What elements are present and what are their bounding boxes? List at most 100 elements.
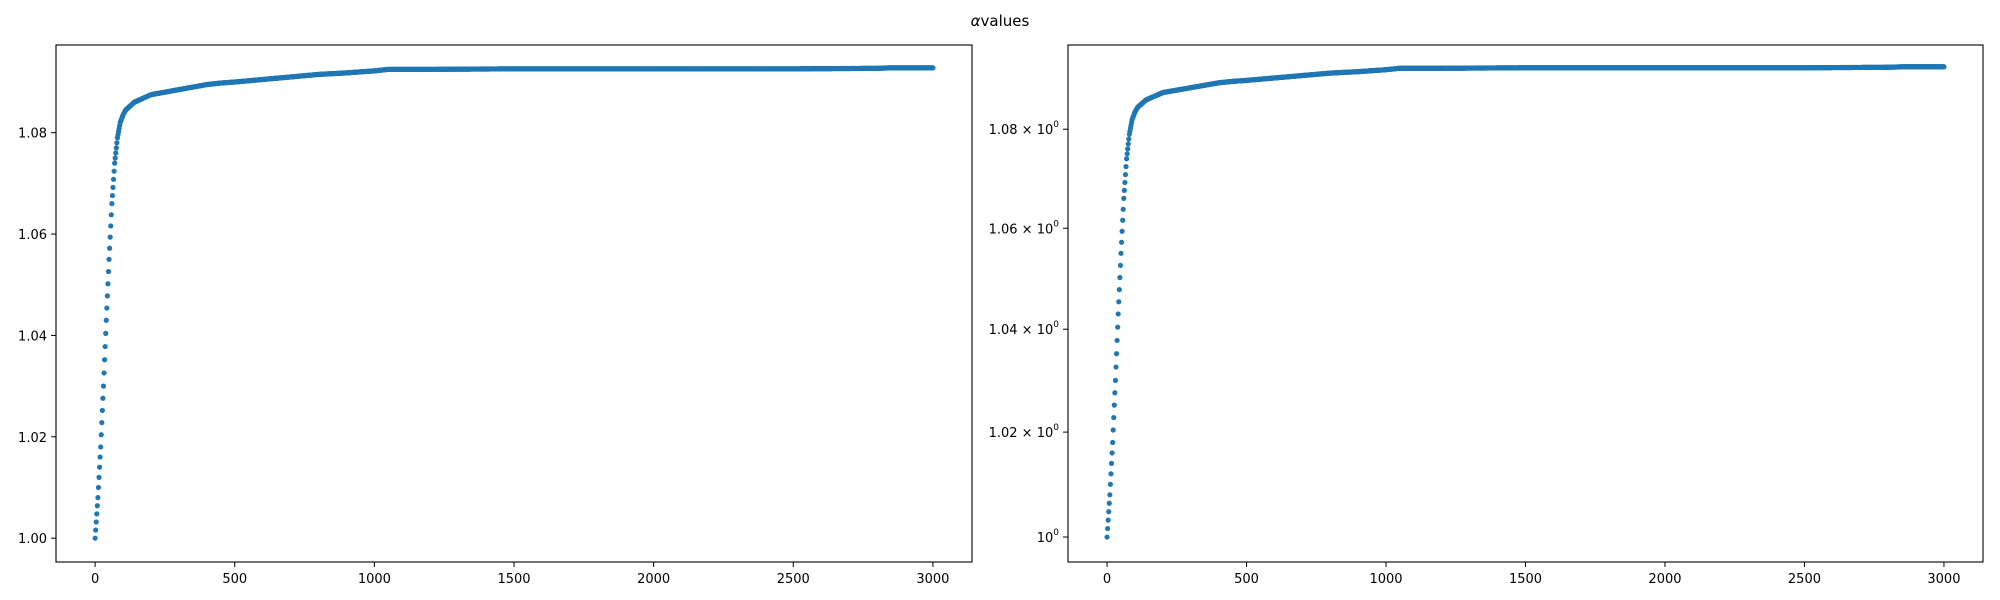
data-point <box>103 317 109 323</box>
data-point <box>1119 228 1125 234</box>
data-point <box>1120 217 1126 223</box>
data-point <box>105 268 112 275</box>
y-tick-label: 1.02 × 100 <box>989 423 1060 441</box>
data-point <box>1115 324 1121 330</box>
data-point <box>1111 402 1117 408</box>
data-point <box>1121 187 1127 193</box>
y-tick-label: 1.08 × 100 <box>989 120 1060 138</box>
data-point <box>1941 64 1947 70</box>
data-point <box>1122 179 1128 186</box>
data-point <box>930 65 936 71</box>
data-series <box>1104 64 1947 540</box>
data-point <box>110 184 116 191</box>
data-point <box>101 370 107 376</box>
data-point <box>104 305 110 311</box>
data-point <box>103 330 109 336</box>
data-point <box>1122 171 1129 178</box>
data-series <box>92 65 936 541</box>
data-point <box>1120 206 1126 212</box>
x-tick-label: 3000 <box>916 572 949 587</box>
data-point <box>1124 151 1130 157</box>
data-point <box>113 145 119 151</box>
axes-frame <box>55 44 973 563</box>
data-point <box>1123 156 1130 162</box>
chart-panel-log: 0 500 1000 1500 2000 2500 3000 100 1.02 × 100 1.0… <box>989 44 1984 587</box>
y-tick-label: 1.06 <box>18 228 47 243</box>
data-point <box>114 140 120 146</box>
x-tick-label: 1500 <box>497 572 530 587</box>
data-point <box>1125 146 1131 152</box>
data-point <box>94 503 100 509</box>
data-point <box>1113 364 1119 370</box>
data-point <box>1106 509 1112 515</box>
x-tick-label: 3000 <box>1927 572 1960 587</box>
data-point <box>113 150 119 156</box>
data-point <box>108 223 114 229</box>
data-point <box>110 176 117 182</box>
data-point <box>111 168 117 174</box>
suptitle-alpha: α <box>971 12 981 30</box>
data-point <box>99 407 105 414</box>
data-point <box>100 383 107 389</box>
data-point <box>1104 534 1110 540</box>
data-point <box>93 519 99 525</box>
data-point <box>1121 195 1127 201</box>
x-tick-label: 2000 <box>637 572 670 587</box>
x-tick-label: 0 <box>91 572 99 587</box>
data-point <box>97 454 103 460</box>
x-tick-label: 2500 <box>777 572 810 587</box>
data-point <box>1105 517 1111 523</box>
data-point <box>1108 460 1115 466</box>
data-point <box>1106 500 1112 506</box>
data-point <box>1105 525 1111 532</box>
data-point <box>109 192 116 199</box>
y-tick-label: 1.04 × 100 <box>989 320 1060 338</box>
y-tick-label: 1.06 × 100 <box>989 219 1060 237</box>
data-point <box>1123 164 1129 170</box>
data-point <box>104 293 110 299</box>
x-tick-label: 0 <box>1103 572 1111 587</box>
data-point <box>1126 136 1132 142</box>
data-point <box>99 420 105 426</box>
data-point <box>102 343 108 350</box>
data-point <box>1118 239 1125 245</box>
data-point <box>92 535 98 541</box>
data-point <box>98 432 104 438</box>
data-point <box>107 234 113 240</box>
data-point <box>109 201 115 207</box>
data-point <box>95 495 101 501</box>
data-point <box>106 256 112 262</box>
data-point <box>1115 311 1121 317</box>
x-tick-label: 2500 <box>1788 572 1821 587</box>
data-point <box>95 484 102 491</box>
x-tick-label: 500 <box>1234 572 1259 587</box>
figure-suptitle: αvalues <box>971 12 1030 30</box>
data-point <box>94 511 100 517</box>
data-point <box>1114 337 1120 344</box>
data-point <box>100 395 106 401</box>
data-point <box>93 527 99 533</box>
data-point <box>108 212 114 218</box>
y-tick-label: 1.02 <box>18 431 47 446</box>
data-point <box>1118 250 1124 256</box>
x-tick-label: 500 <box>222 572 247 587</box>
x-tick-label: 1500 <box>1509 572 1542 587</box>
data-point <box>1116 287 1122 293</box>
data-point <box>96 474 102 480</box>
x-tick-label: 1000 <box>358 572 391 587</box>
data-point <box>112 160 118 166</box>
data-point <box>1108 471 1114 477</box>
data-point <box>1117 262 1124 268</box>
data-point <box>1116 299 1122 305</box>
data-point <box>1107 492 1113 498</box>
y-tick-label: 1.08 <box>18 127 47 142</box>
data-point <box>112 155 118 161</box>
data-point <box>1112 390 1118 396</box>
data-point <box>1110 439 1116 446</box>
data-point <box>1125 141 1131 147</box>
x-tick-label: 2000 <box>1648 572 1681 587</box>
data-point <box>96 464 103 470</box>
chart-panel-linear: 0 500 1000 1500 2000 2500 3000 1.00 1.02 1.04 1.06… <box>18 44 973 587</box>
